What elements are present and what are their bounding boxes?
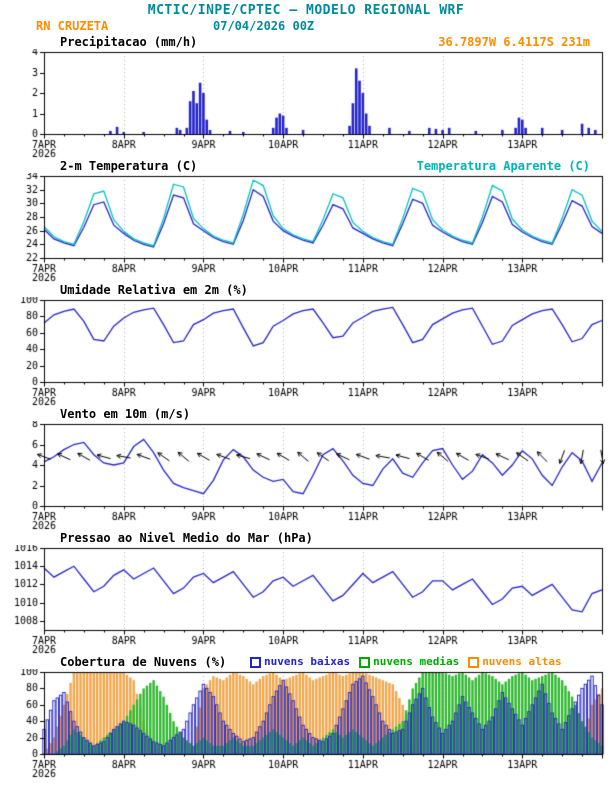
panel-pressure: Pressao ao Nivel Medio do Mar (hPa) (0, 531, 612, 655)
humidity-chart (0, 297, 612, 407)
cloud-cover-chart (0, 669, 612, 779)
wind-title: Vento em 10m (m/s) (60, 407, 191, 421)
precipitation-title: Precipitacao (mm/h) (60, 35, 198, 49)
legend-label-low: nuvens baixas (264, 655, 351, 668)
legend-label-mid: nuvens medias (373, 655, 460, 668)
wind-chart (0, 421, 612, 531)
subheader: RN CRUZETA 07/04/2026 00Z (0, 19, 612, 35)
high-clouds-swatch-icon (468, 656, 480, 668)
legend-label-high: nuvens altas (482, 655, 562, 668)
panel-cloud-cover: Cobertura de Nuvens (%) nuvens baixas nu… (0, 655, 612, 779)
pressure-chart (0, 545, 612, 655)
station-coordinates: 36.7897W 6.4117S 231m (438, 35, 590, 49)
legend-item-0: nuvens baixas (250, 655, 350, 669)
mid-clouds-swatch-icon (359, 656, 371, 668)
humidity-title: Umidade Relativa em 2m (%) (60, 283, 248, 297)
cloud-cover-title: Cobertura de Nuvens (%) (60, 655, 227, 669)
page-title: MCTIC/INPE/CPTEC — MODELO REGIONAL WRF (147, 3, 465, 18)
panel-wind: Vento em 10m (m/s) (0, 407, 612, 531)
panel-humidity: Umidade Relativa em 2m (%) (0, 283, 612, 407)
panel-temperature: 2-m Temperatura (C) Temperatura Aparente… (0, 159, 612, 283)
temperature-title: 2-m Temperatura (C) (60, 159, 198, 173)
pressure-title: Pressao ao Nivel Medio do Mar (hPa) (60, 531, 313, 545)
precipitation-chart (0, 49, 612, 159)
apparent-temperature-label: Temperatura Aparente (C) (416, 159, 590, 173)
temperature-chart (0, 173, 612, 283)
panel-precipitation: Precipitacao (mm/h) 36.7897W 6.4117S 231… (0, 35, 612, 159)
station-label: RN CRUZETA (36, 19, 109, 33)
low-clouds-swatch-icon (250, 656, 261, 668)
cloud-legend: nuvens baixas nuvens medias nuvens altas (250, 655, 562, 669)
legend-item-2: nuvens altas (468, 655, 562, 669)
run-datetime: 07/04/2026 00Z (213, 19, 315, 33)
legend-item-1: nuvens medias (359, 655, 459, 669)
